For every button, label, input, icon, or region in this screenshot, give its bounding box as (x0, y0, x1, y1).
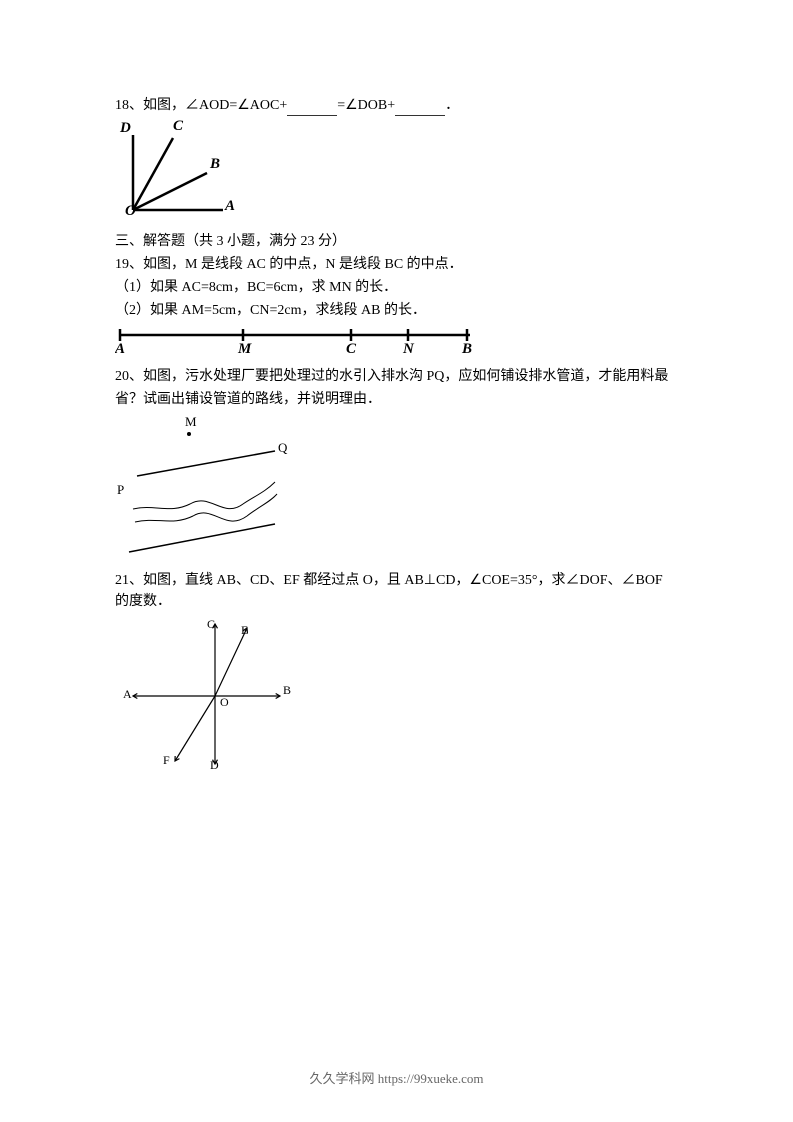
svg-text:A: A (123, 687, 132, 701)
svg-text:Q: Q (278, 440, 288, 455)
svg-text:B: B (209, 156, 220, 172)
footer-text: 久久学科网 https://99xueke.com (0, 1068, 793, 1087)
q20-diagram: M Q P (115, 414, 678, 566)
svg-text:C: C (207, 617, 215, 631)
q20-line2: 省？试画出铺设管道的路线，并说明理由． (115, 389, 678, 410)
svg-text:P: P (117, 482, 124, 497)
svg-text:D: D (210, 758, 219, 772)
q18-number: 18、 (115, 98, 143, 113)
svg-text:M: M (237, 341, 252, 355)
q18-blank-1 (287, 100, 337, 116)
svg-text:C: C (173, 120, 184, 134)
section3-title: 三、解答题（共 3 小题，满分 23 分） (115, 231, 678, 252)
q18-blank-2 (395, 100, 445, 116)
svg-text:B: B (461, 341, 472, 355)
svg-text:A: A (115, 341, 125, 355)
q21-text: 21、如图，直线 AB、CD、EF 都经过点 O，且 AB⊥CD，∠COE=35… (115, 570, 678, 612)
svg-text:C: C (346, 341, 357, 355)
q18-text: 18、如图，∠AOD=∠AOC+ =∠DOB+ ． (115, 95, 678, 116)
svg-text:M: M (185, 414, 197, 429)
q19-text: 19、如图，M 是线段 AC 的中点，N 是线段 BC 的中点． (115, 254, 678, 275)
svg-text:O: O (220, 695, 229, 709)
q18-text-2: =∠DOB+ (337, 98, 395, 113)
q19-number: 19、 (115, 257, 143, 272)
q18-text-3: ． (445, 98, 459, 113)
q18-text-1: 如图，∠AOD=∠AOC+ (143, 98, 287, 113)
svg-text:A: A (224, 198, 235, 214)
q21-diagram: C E A B O F D (115, 616, 678, 783)
q19-sub1: （1）如果 AC=8cm，BC=6cm，求 MN 的长． (115, 277, 678, 298)
q19-sub2: （2）如果 AM=5cm，CN=2cm，求线段 AB 的长． (115, 300, 678, 321)
q18-diagram: D C B O A (115, 120, 678, 227)
document-body: 18、如图，∠AOD=∠AOC+ =∠DOB+ ． D C B O A 三、解答题（共 3 … (115, 95, 678, 783)
svg-text:D: D (119, 120, 131, 136)
svg-text:F: F (163, 753, 170, 767)
q21-main-text: 如图，直线 AB、CD、EF 都经过点 O，且 AB⊥CD，∠COE=35°，求… (115, 573, 663, 609)
q20-number: 20、 (115, 369, 143, 384)
q21-number: 21、 (115, 573, 143, 588)
q20-text-1: 如图，污水处理厂要把处理过的水引入排水沟 PQ，应如何铺设排水管道，才能用料最 (143, 369, 668, 384)
q20-line1: 20、如图，污水处理厂要把处理过的水引入排水沟 PQ，应如何铺设排水管道，才能用… (115, 366, 678, 387)
svg-text:B: B (283, 683, 291, 697)
q19-main-text: 如图，M 是线段 AC 的中点，N 是线段 BC 的中点． (143, 257, 463, 272)
svg-text:O: O (125, 203, 136, 219)
svg-text:N: N (402, 341, 415, 355)
svg-text:E: E (241, 623, 248, 637)
q19-diagram: AMCNB (115, 325, 678, 362)
